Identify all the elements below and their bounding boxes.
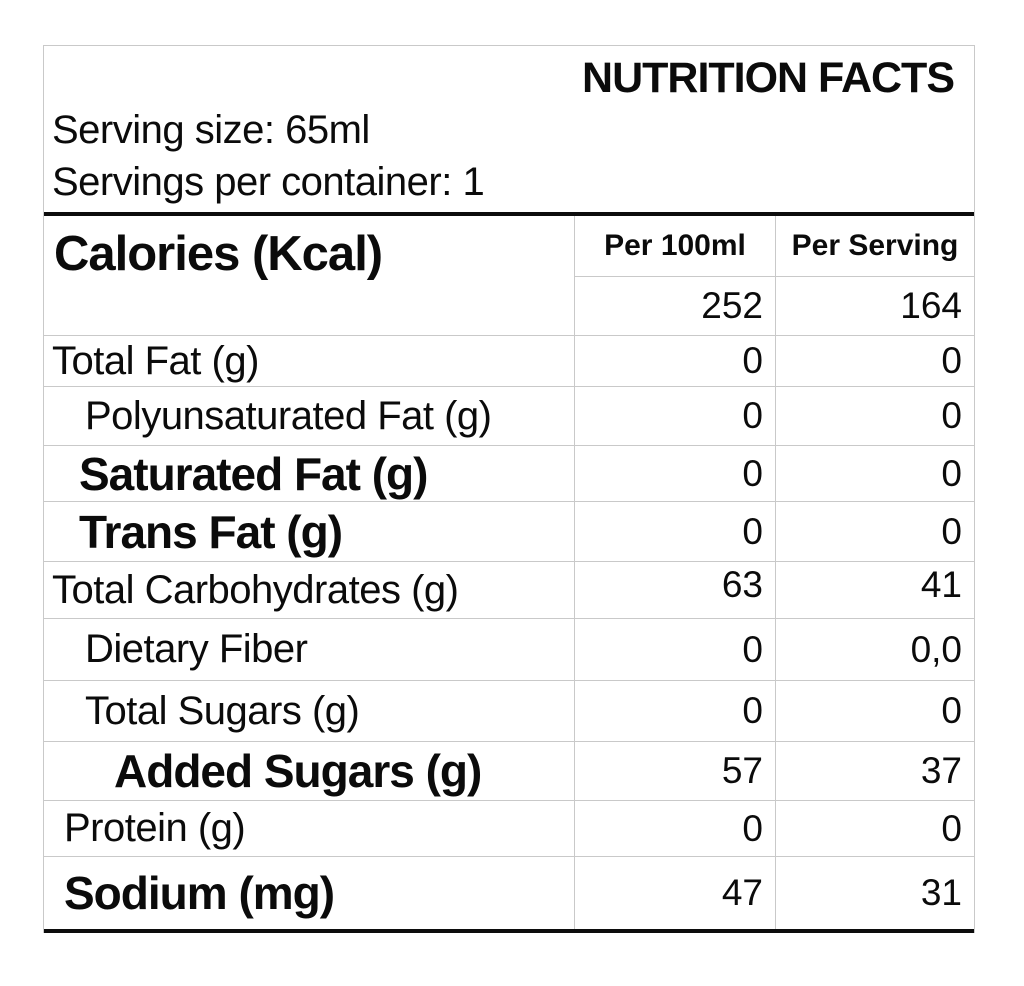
per-100ml-value: 0 — [574, 446, 775, 501]
nutrient-label: Total Carbohydrates (g) — [52, 567, 459, 612]
per-100ml-value: 0 — [574, 681, 775, 741]
nutrient-row-protein: Protein (g) 0 0 — [44, 800, 974, 856]
per-serving-value: 0,0 — [775, 619, 974, 680]
per-serving-value: 0 — [775, 801, 974, 856]
nutrient-label: Total Fat (g) — [52, 338, 259, 383]
label-header-section: NUTRITION FACTS Serving size: 65ml Servi… — [44, 46, 974, 212]
nutrition-facts-title: NUTRITION FACTS — [582, 54, 955, 102]
calories-label: Calories (Kcal) — [54, 227, 383, 281]
per-100ml-value: 0 — [574, 801, 775, 856]
calories-per-serving-value: 164 — [775, 276, 974, 335]
nutrition-label-box: NUTRITION FACTS Serving size: 65ml Servi… — [43, 45, 975, 933]
nutrient-row-total-fat: Total Fat (g) 0 0 — [44, 335, 974, 386]
serving-size-text: Serving size: 65ml — [52, 108, 370, 152]
servings-per-container-text: Servings per container: 1 — [52, 160, 485, 204]
per-serving-value: 0 — [775, 446, 974, 501]
per-100ml-value: 63 — [574, 562, 775, 618]
nutrient-rows: Total Fat (g) 0 0 Polyunsaturated Fat (g… — [44, 335, 974, 933]
column-header-per-serving: Per Serving — [775, 216, 974, 276]
per-serving-value: 0 — [775, 681, 974, 741]
per-serving-value: 41 — [775, 562, 974, 618]
per-serving-value: 0 — [775, 336, 974, 386]
nutrient-row-total-carbohydrates: Total Carbohydrates (g) 63 41 — [44, 561, 974, 618]
nutrient-row-dietary-fiber: Dietary Fiber 0 0,0 — [44, 618, 974, 680]
nutrient-label: Polyunsaturated Fat (g) — [85, 393, 492, 438]
per-100ml-value: 0 — [574, 502, 775, 561]
nutrient-row-trans-fat: Trans Fat (g) 0 0 — [44, 501, 974, 561]
nutrient-label: Total Sugars (g) — [85, 688, 360, 733]
calories-header-block: Calories (Kcal) Per 100ml Per Serving 25… — [44, 212, 974, 335]
per-serving-value: 0 — [775, 387, 974, 445]
nutrient-label: Trans Fat (g) — [79, 505, 343, 558]
per-100ml-value: 0 — [574, 619, 775, 680]
per-serving-value: 37 — [775, 742, 974, 800]
per-100ml-value: 0 — [574, 387, 775, 445]
per-100ml-value: 47 — [574, 857, 775, 929]
nutrient-row-sodium: Sodium (mg) 47 31 — [44, 856, 974, 929]
nutrient-label: Added Sugars (g) — [114, 745, 482, 797]
per-serving-value: 31 — [775, 857, 974, 929]
column-header-per-100ml: Per 100ml — [574, 216, 775, 276]
nutrient-label: Saturated Fat (g) — [79, 447, 428, 500]
per-serving-value: 0 — [775, 502, 974, 561]
nutrient-row-polyunsaturated-fat: Polyunsaturated Fat (g) 0 0 — [44, 386, 974, 445]
nutrient-row-saturated-fat: Saturated Fat (g) 0 0 — [44, 445, 974, 501]
per-100ml-value: 57 — [574, 742, 775, 800]
nutrient-label: Dietary Fiber — [85, 627, 308, 671]
nutrient-row-added-sugars: Added Sugars (g) 57 37 — [44, 741, 974, 800]
nutrient-row-total-sugars: Total Sugars (g) 0 0 — [44, 680, 974, 741]
nutrient-label: Protein (g) — [64, 806, 246, 850]
nutrient-label: Sodium (mg) — [64, 867, 335, 919]
calories-per-100ml-value: 252 — [574, 276, 775, 335]
per-100ml-value: 0 — [574, 336, 775, 386]
